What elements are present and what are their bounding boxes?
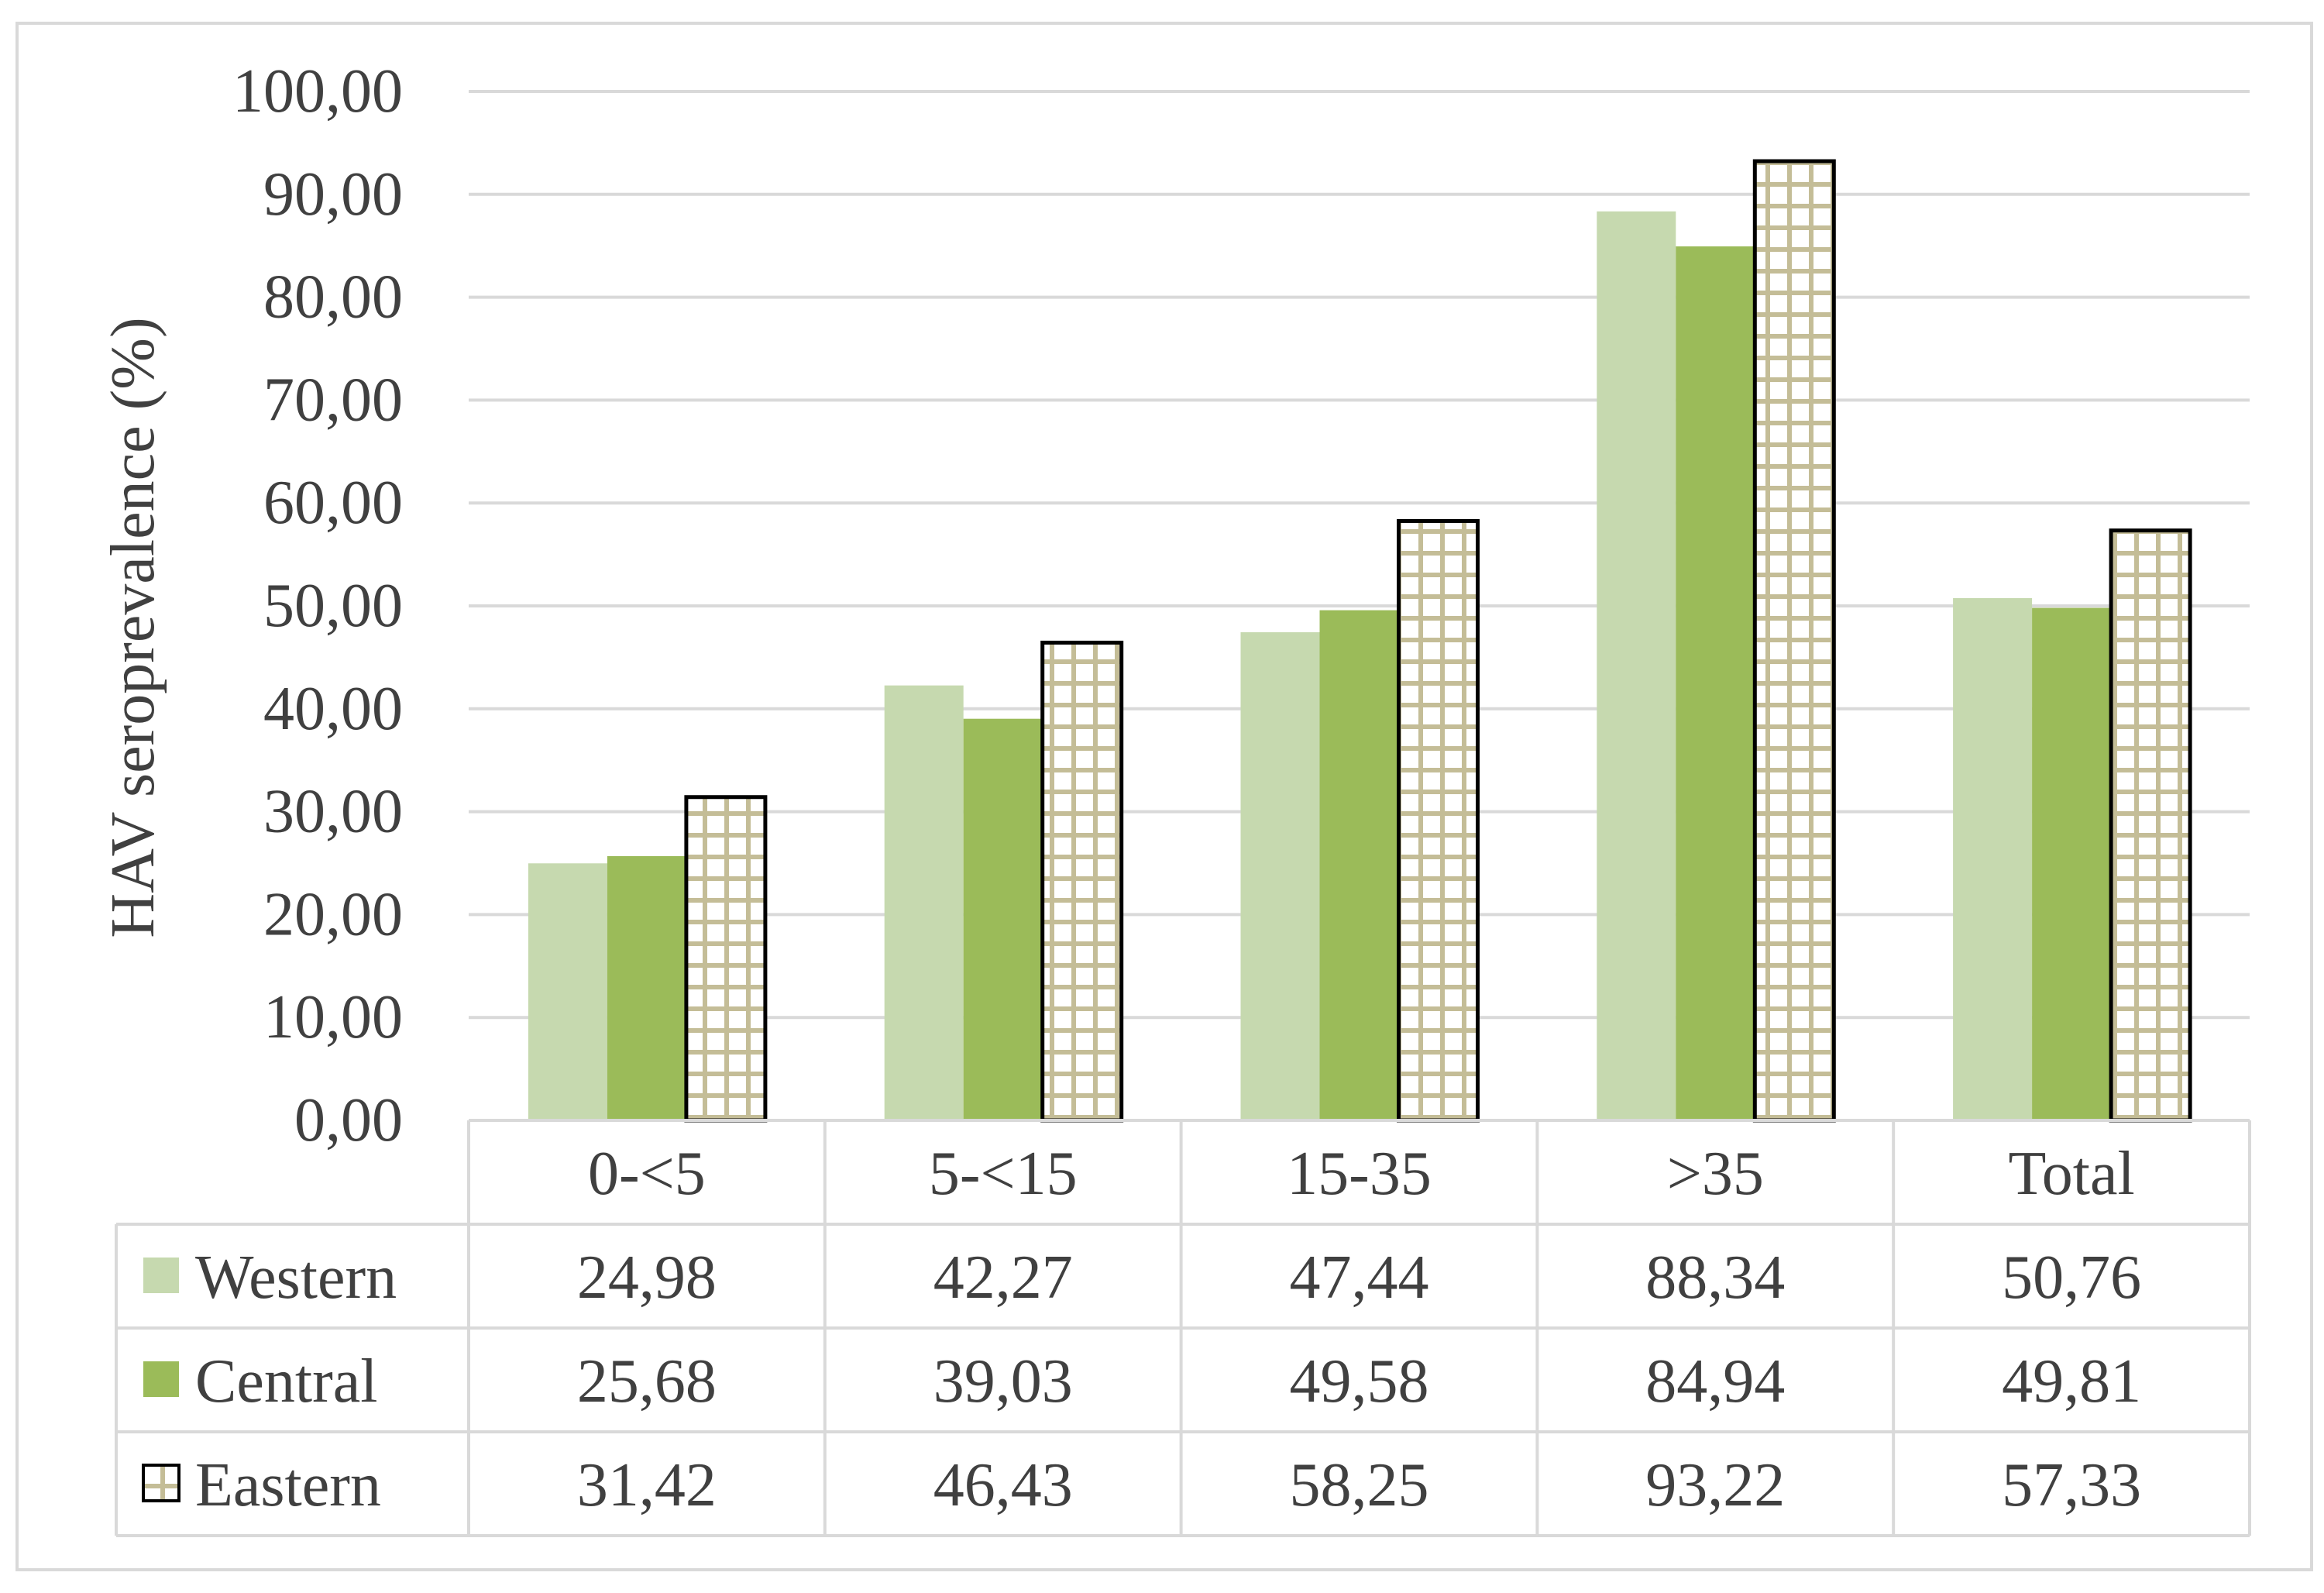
y-tick-label: 20,00 [263, 880, 403, 948]
data-label: 57,33 [2002, 1451, 2141, 1519]
legend-label-eastern: Eastern [195, 1451, 381, 1519]
y-tick-label: 0,00 [294, 1086, 403, 1154]
y-axis-tick-labels: 0,00 10,00 20,00 30,00 40,00 50,00 60,00 70,00 8… [232, 57, 403, 1154]
data-label: 46,43 [933, 1451, 1073, 1519]
y-tick-label: 60,00 [263, 469, 403, 537]
bar-eastern [1397, 518, 1480, 1123]
chart-frame [15, 22, 2313, 1571]
legend-label-western: Western [195, 1244, 397, 1312]
x-category-label: 15-35 [1287, 1140, 1432, 1208]
bars [528, 159, 2192, 1123]
data-label: 42,27 [933, 1244, 1073, 1312]
data-table: 0-<5 5-<15 15-35 >35 Total Western 24,98 42,27 4… [115, 1119, 2251, 1537]
data-label: 39,03 [933, 1347, 1073, 1416]
bar-central [2032, 607, 2112, 1120]
y-tick-label: 40,00 [263, 675, 403, 743]
x-category-label: 5-<15 [929, 1140, 1078, 1208]
y-axis-label: HAV seroprevalence (%) [99, 317, 167, 938]
bar-central [1319, 610, 1399, 1120]
data-label: 49,58 [1290, 1347, 1429, 1416]
bar-eastern [684, 795, 768, 1123]
x-category-label: >35 [1667, 1140, 1764, 1208]
bar-western [528, 863, 607, 1120]
data-label: 31,42 [577, 1451, 717, 1519]
y-tick-label: 10,00 [263, 983, 403, 1051]
data-label: 24,98 [577, 1244, 717, 1312]
bar-central [607, 855, 686, 1120]
data-label: 49,81 [2002, 1347, 2141, 1416]
bar-central [963, 718, 1043, 1120]
legend-key-western [143, 1258, 179, 1293]
bar-central [1676, 246, 1755, 1120]
y-tick-label: 70,00 [263, 366, 403, 434]
data-label: 58,25 [1290, 1451, 1429, 1519]
data-label: 84,94 [1645, 1347, 1785, 1416]
bar-western [1597, 211, 1676, 1121]
data-label: 47,44 [1290, 1244, 1429, 1312]
x-category-label: 0-<5 [588, 1140, 706, 1208]
legend-key-eastern [142, 1464, 180, 1502]
y-tick-label: 80,00 [263, 263, 403, 332]
data-label: 88,34 [1645, 1244, 1785, 1312]
x-category-label: Total [2008, 1140, 2134, 1208]
y-tick-label: 100,00 [232, 57, 403, 126]
legend-key-central [143, 1361, 179, 1397]
data-label: 93,22 [1645, 1451, 1785, 1519]
bar-eastern [2109, 528, 2192, 1123]
bar-western [1240, 631, 1320, 1120]
y-tick-label: 30,00 [263, 778, 403, 846]
data-label: 50,76 [2002, 1244, 2141, 1312]
bar-western [884, 685, 964, 1120]
bar-eastern [1752, 159, 1836, 1123]
bar-western [1953, 597, 2033, 1120]
legend-label-central: Central [195, 1347, 377, 1416]
data-label: 25,68 [577, 1347, 717, 1416]
bar-eastern [1040, 640, 1124, 1123]
y-tick-label: 90,00 [263, 160, 403, 229]
y-tick-label: 50,00 [263, 572, 403, 640]
